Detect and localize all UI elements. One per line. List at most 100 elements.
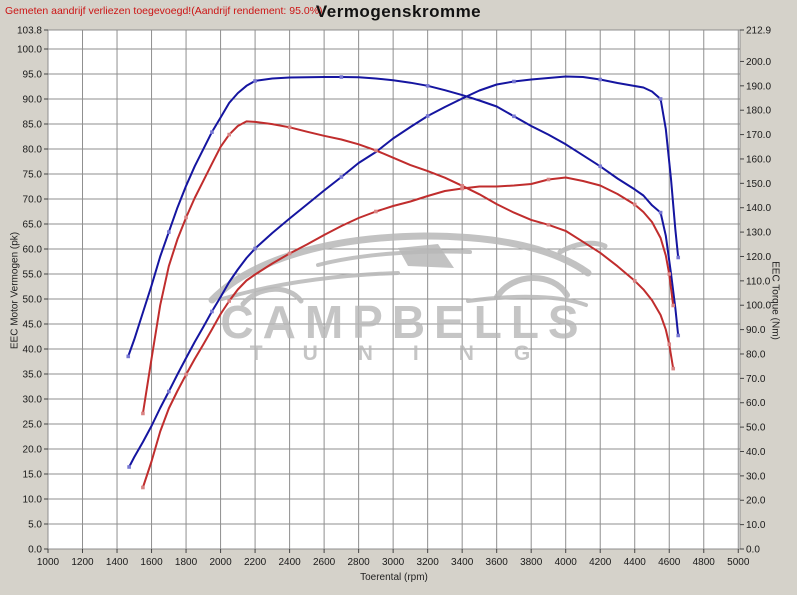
x-tick-label: 2200 bbox=[244, 557, 267, 568]
marker-torque-red bbox=[546, 222, 551, 227]
watermark-car-sketch bbox=[557, 240, 608, 255]
marker-torque-blue bbox=[598, 164, 603, 169]
y-left-tick-label: 30.0 bbox=[23, 395, 43, 406]
curve-torque-blue bbox=[127, 76, 680, 358]
right-axis-title: EEC Torque (Nm) bbox=[769, 261, 781, 340]
marker-torque-blue bbox=[166, 230, 171, 234]
x-tick-label: 4600 bbox=[658, 557, 681, 568]
curve-torque-red bbox=[141, 120, 675, 415]
marker-torque-blue bbox=[512, 114, 516, 119]
y-right-tick-label: 140.0 bbox=[746, 203, 771, 214]
marker-power-blue bbox=[512, 79, 516, 84]
y-left-tick-label: 0.0 bbox=[28, 545, 42, 556]
marker-torque-blue bbox=[126, 354, 131, 359]
curve-power-red bbox=[141, 176, 675, 489]
y-right-tick-label: 20.0 bbox=[746, 496, 766, 507]
y-left-tick-label: 35.0 bbox=[23, 370, 43, 381]
y-right-tick-label: 70.0 bbox=[746, 374, 766, 385]
marker-torque-blue bbox=[210, 130, 214, 134]
y-left-tick-label: 55.0 bbox=[23, 270, 43, 281]
watermark-car-window bbox=[398, 244, 454, 268]
x-tick-label: 2600 bbox=[313, 557, 336, 568]
marker-torque-red bbox=[632, 279, 637, 283]
y-right-tick-label: 212.9 bbox=[746, 26, 771, 37]
watermark-car-sketch bbox=[240, 286, 304, 307]
x-tick-label: 5000 bbox=[727, 557, 750, 568]
x-tick-label: 3000 bbox=[382, 557, 405, 568]
watermark-car-sketch bbox=[316, 249, 472, 267]
marker-power-blue bbox=[166, 389, 171, 394]
x-tick-label: 3400 bbox=[451, 557, 474, 568]
x-tick-label: 1400 bbox=[106, 557, 129, 568]
x-tick-label: 3600 bbox=[486, 557, 509, 568]
x-tick-label: 1800 bbox=[175, 557, 198, 568]
marker-torque-red bbox=[287, 125, 292, 130]
marker-torque-red bbox=[374, 148, 378, 153]
y-left-tick-label: 45.0 bbox=[23, 320, 43, 331]
y-left-tick-label: 95.0 bbox=[23, 70, 43, 81]
marker-torque-red bbox=[667, 342, 672, 347]
marker-torque-red bbox=[671, 366, 676, 371]
y-right-tick-label: 60.0 bbox=[746, 398, 766, 409]
marker-power-blue bbox=[425, 114, 430, 118]
watermark-car-sketch bbox=[220, 271, 400, 301]
y-left-tick-label: 80.0 bbox=[23, 145, 43, 156]
x-tick-label: 1000 bbox=[37, 557, 60, 568]
y-left-tick-label: 103.8 bbox=[17, 26, 42, 37]
chart-title: Vermogenskromme bbox=[315, 2, 482, 21]
marker-power-red bbox=[460, 186, 464, 191]
y-right-tick-label: 110.0 bbox=[746, 276, 771, 287]
y-right-tick-label: 50.0 bbox=[746, 423, 766, 434]
watermark-text-line2: TUNING bbox=[250, 342, 571, 365]
x-tick-label: 4000 bbox=[555, 557, 578, 568]
y-right-tick-label: 40.0 bbox=[746, 447, 766, 458]
x-tick-label: 1200 bbox=[71, 557, 94, 568]
marker-torque-red bbox=[227, 132, 231, 137]
drivetrain-loss-note: Gemeten aandrijf verliezen toegevoegd!(A… bbox=[5, 5, 323, 17]
marker-power-red bbox=[632, 202, 637, 207]
y-left-tick-label: 5.0 bbox=[28, 520, 42, 531]
watermark-car-sketch bbox=[494, 275, 570, 300]
y-right-tick-label: 180.0 bbox=[746, 106, 771, 117]
marker-torque-red bbox=[141, 411, 145, 416]
x-tick-label: 3800 bbox=[520, 557, 543, 568]
y-left-tick-label: 100.0 bbox=[17, 45, 42, 56]
y-left-tick-label: 60.0 bbox=[23, 245, 43, 256]
y-left-tick-label: 15.0 bbox=[23, 470, 43, 481]
marker-torque-blue bbox=[676, 333, 681, 338]
watermark-car-sketch bbox=[466, 294, 588, 307]
x-tick-label: 1600 bbox=[140, 557, 163, 568]
marker-power-red bbox=[671, 303, 676, 308]
marker-torque-blue bbox=[425, 84, 430, 88]
y-right-tick-label: 10.0 bbox=[746, 520, 766, 531]
y-right-tick-label: 160.0 bbox=[746, 154, 771, 165]
marker-torque-red bbox=[184, 215, 188, 220]
x-tick-label: 2400 bbox=[278, 557, 301, 568]
y-left-tick-label: 70.0 bbox=[23, 195, 43, 206]
marker-power-blue bbox=[658, 97, 663, 101]
left-axis-title: EEC Motor Vermogen (pk) bbox=[9, 231, 21, 350]
x-tick-label: 4200 bbox=[589, 557, 612, 568]
y-right-tick-label: 0.0 bbox=[746, 545, 760, 556]
y-right-tick-label: 120.0 bbox=[746, 252, 771, 263]
marker-power-red bbox=[141, 485, 145, 490]
y-right-tick-label: 150.0 bbox=[746, 179, 771, 190]
marker-power-red bbox=[667, 272, 672, 276]
x-tick-label: 4800 bbox=[693, 557, 716, 568]
y-left-tick-label: 75.0 bbox=[23, 170, 43, 181]
y-right-tick-label: 190.0 bbox=[746, 81, 771, 92]
marker-torque-red bbox=[460, 183, 464, 188]
marker-torque-blue bbox=[658, 210, 663, 215]
y-right-tick-label: 80.0 bbox=[746, 349, 766, 360]
x-tick-label: 4400 bbox=[624, 557, 647, 568]
watermark-car-sketch bbox=[208, 232, 592, 304]
plot-border bbox=[47, 29, 741, 550]
y-left-tick-label: 50.0 bbox=[23, 295, 43, 306]
y-left-tick-label: 65.0 bbox=[23, 220, 43, 231]
y-left-tick-label: 10.0 bbox=[23, 495, 43, 506]
marker-power-red bbox=[287, 251, 292, 256]
y-left-tick-label: 25.0 bbox=[23, 420, 43, 431]
y-right-tick-label: 200.0 bbox=[746, 57, 771, 68]
